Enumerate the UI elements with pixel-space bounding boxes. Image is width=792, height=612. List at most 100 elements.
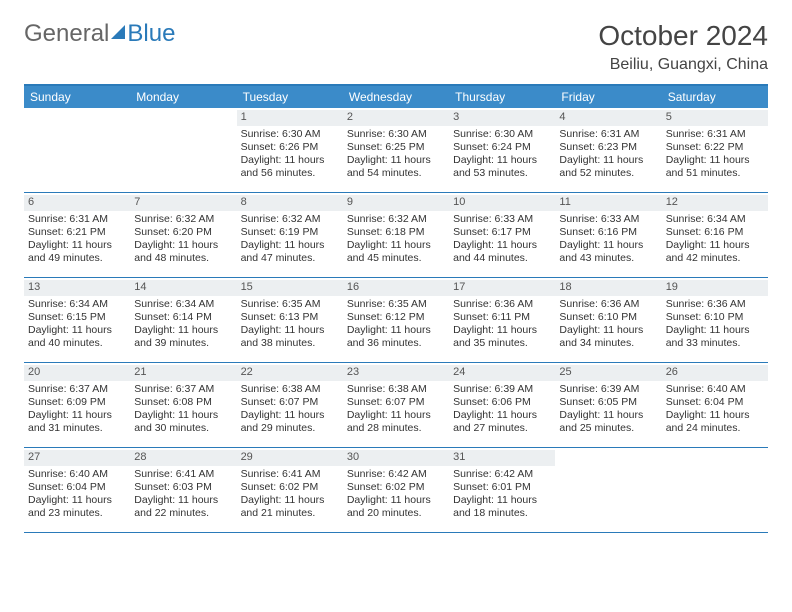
day-details: Sunrise: 6:39 AM Sunset: 6:06 PM Dayligh…	[453, 383, 551, 436]
day-details: Sunrise: 6:31 AM Sunset: 6:22 PM Dayligh…	[666, 128, 764, 181]
day-details: Sunrise: 6:38 AM Sunset: 6:07 PM Dayligh…	[347, 383, 445, 436]
day-number: 28	[130, 450, 236, 466]
weekday-saturday: Saturday	[662, 86, 768, 108]
day-cell: 16 Sunrise: 6:35 AM Sunset: 6:12 PM Dayli…	[343, 278, 449, 362]
day-number: 23	[343, 365, 449, 381]
week-row: 6 Sunrise: 6:31 AM Sunset: 6:21 PM Daylig…	[24, 193, 768, 278]
week-row: 20Sunrise: 6:37 AM Sunset: 6:09 PM Dayli…	[24, 363, 768, 448]
logo-text-blue: Blue	[127, 20, 175, 48]
day-cell: 20Sunrise: 6:37 AM Sunset: 6:09 PM Dayli…	[24, 363, 130, 447]
logo: General Blue	[24, 20, 175, 48]
day-number: 13	[24, 280, 130, 296]
day-details: Sunrise: 6:36 AM Sunset: 6:10 PM Dayligh…	[666, 298, 764, 351]
day-number: 8	[237, 195, 343, 211]
day-number: 18	[555, 280, 661, 296]
day-details: Sunrise: 6:40 AM Sunset: 6:04 PM Dayligh…	[666, 383, 764, 436]
day-details: Sunrise: 6:41 AM Sunset: 6:02 PM Dayligh…	[241, 468, 339, 521]
day-cell: 7 Sunrise: 6:32 AM Sunset: 6:20 PM Daylig…	[130, 193, 236, 277]
day-details: Sunrise: 6:32 AM Sunset: 6:20 PM Dayligh…	[134, 213, 232, 266]
day-number: 1	[237, 110, 343, 126]
day-cell: 2Sunrise: 6:30 AM Sunset: 6:25 PM Daylig…	[343, 108, 449, 192]
header: General Blue October 2024 Beiliu, Guangx…	[24, 20, 768, 74]
weekday-monday: Monday	[130, 86, 236, 108]
day-number: 2	[343, 110, 449, 126]
day-cell: 1Sunrise: 6:30 AM Sunset: 6:26 PM Daylig…	[237, 108, 343, 192]
day-details: Sunrise: 6:35 AM Sunset: 6:13 PM Dayligh…	[241, 298, 339, 351]
day-details: Sunrise: 6:34 AM Sunset: 6:16 PM Dayligh…	[666, 213, 764, 266]
day-number: 26	[662, 365, 768, 381]
day-cell: 24 Sunrise: 6:39 AM Sunset: 6:06 PM Dayli…	[449, 363, 555, 447]
day-details: Sunrise: 6:41 AM Sunset: 6:03 PM Dayligh…	[134, 468, 232, 521]
day-cell: 26 Sunrise: 6:40 AM Sunset: 6:04 PM Dayli…	[662, 363, 768, 447]
day-number: 29	[237, 450, 343, 466]
weekday-wednesday: Wednesday	[343, 86, 449, 108]
day-cell: 21 Sunrise: 6:37 AM Sunset: 6:08 PM Dayli…	[130, 363, 236, 447]
day-number: 25	[555, 365, 661, 381]
day-number: 24	[449, 365, 555, 381]
location: Beiliu, Guangxi, China	[598, 56, 768, 74]
day-details: Sunrise: 6:31 AM Sunset: 6:21 PM Dayligh…	[28, 213, 126, 266]
weekday-row: SundayMondayTuesdayWednesdayThursdayFrid…	[24, 86, 768, 108]
day-cell: 5 Sunrise: 6:31 AM Sunset: 6:22 PM Daylig…	[662, 108, 768, 192]
day-details: Sunrise: 6:37 AM Sunset: 6:09 PM Dayligh…	[28, 383, 126, 436]
day-details: Sunrise: 6:33 AM Sunset: 6:16 PM Dayligh…	[559, 213, 657, 266]
weeks-container: 1Sunrise: 6:30 AM Sunset: 6:26 PM Daylig…	[24, 108, 768, 533]
day-number: 3	[449, 110, 555, 126]
day-details: Sunrise: 6:37 AM Sunset: 6:08 PM Dayligh…	[134, 383, 232, 436]
day-cell: 13 Sunrise: 6:34 AM Sunset: 6:15 PM Dayli…	[24, 278, 130, 362]
calendar: SundayMondayTuesdayWednesdayThursdayFrid…	[24, 84, 768, 533]
day-number: 7	[130, 195, 236, 211]
day-number: 16	[343, 280, 449, 296]
day-details: Sunrise: 6:42 AM Sunset: 6:02 PM Dayligh…	[347, 468, 445, 521]
day-cell: 17Sunrise: 6:36 AM Sunset: 6:11 PM Dayli…	[449, 278, 555, 362]
day-details: Sunrise: 6:39 AM Sunset: 6:05 PM Dayligh…	[559, 383, 657, 436]
day-cell: 23 Sunrise: 6:38 AM Sunset: 6:07 PM Dayli…	[343, 363, 449, 447]
day-cell: 25 Sunrise: 6:39 AM Sunset: 6:05 PM Dayli…	[555, 363, 661, 447]
day-details: Sunrise: 6:38 AM Sunset: 6:07 PM Dayligh…	[241, 383, 339, 436]
day-number: 27	[24, 450, 130, 466]
weekday-friday: Friday	[555, 86, 661, 108]
day-number: 6	[24, 195, 130, 211]
logo-text-general: General	[24, 20, 109, 48]
day-cell: 31Sunrise: 6:42 AM Sunset: 6:01 PM Dayli…	[449, 448, 555, 532]
day-number: 19	[662, 280, 768, 296]
day-cell	[555, 448, 661, 532]
day-details: Sunrise: 6:34 AM Sunset: 6:14 PM Dayligh…	[134, 298, 232, 351]
day-number: 10	[449, 195, 555, 211]
day-number: 14	[130, 280, 236, 296]
day-cell	[662, 448, 768, 532]
day-number: 12	[662, 195, 768, 211]
month-title: October 2024	[598, 20, 768, 52]
day-details: Sunrise: 6:34 AM Sunset: 6:15 PM Dayligh…	[28, 298, 126, 351]
day-cell: 22 Sunrise: 6:38 AM Sunset: 6:07 PM Dayli…	[237, 363, 343, 447]
day-cell: 6 Sunrise: 6:31 AM Sunset: 6:21 PM Daylig…	[24, 193, 130, 277]
day-cell	[24, 108, 130, 192]
day-number: 30	[343, 450, 449, 466]
day-details: Sunrise: 6:36 AM Sunset: 6:10 PM Dayligh…	[559, 298, 657, 351]
day-cell: 10Sunrise: 6:33 AM Sunset: 6:17 PM Dayli…	[449, 193, 555, 277]
day-cell	[130, 108, 236, 192]
day-cell: 9Sunrise: 6:32 AM Sunset: 6:18 PM Daylig…	[343, 193, 449, 277]
day-cell: 15Sunrise: 6:35 AM Sunset: 6:13 PM Dayli…	[237, 278, 343, 362]
day-number: 22	[237, 365, 343, 381]
day-details: Sunrise: 6:32 AM Sunset: 6:18 PM Dayligh…	[347, 213, 445, 266]
day-cell: 11 Sunrise: 6:33 AM Sunset: 6:16 PM Dayli…	[555, 193, 661, 277]
title-block: October 2024 Beiliu, Guangxi, China	[598, 20, 768, 74]
logo-triangle-icon	[111, 25, 125, 39]
day-cell: 27 Sunrise: 6:40 AM Sunset: 6:04 PM Dayli…	[24, 448, 130, 532]
day-number: 11	[555, 195, 661, 211]
day-cell: 8 Sunrise: 6:32 AM Sunset: 6:19 PM Daylig…	[237, 193, 343, 277]
day-cell: 29 Sunrise: 6:41 AM Sunset: 6:02 PM Dayli…	[237, 448, 343, 532]
day-details: Sunrise: 6:42 AM Sunset: 6:01 PM Dayligh…	[453, 468, 551, 521]
weekday-thursday: Thursday	[449, 86, 555, 108]
day-details: Sunrise: 6:40 AM Sunset: 6:04 PM Dayligh…	[28, 468, 126, 521]
day-number: 21	[130, 365, 236, 381]
day-number: 5	[662, 110, 768, 126]
day-details: Sunrise: 6:32 AM Sunset: 6:19 PM Dayligh…	[241, 213, 339, 266]
day-cell: 12 Sunrise: 6:34 AM Sunset: 6:16 PM Dayli…	[662, 193, 768, 277]
day-details: Sunrise: 6:31 AM Sunset: 6:23 PM Dayligh…	[559, 128, 657, 181]
week-row: 1Sunrise: 6:30 AM Sunset: 6:26 PM Daylig…	[24, 108, 768, 193]
day-details: Sunrise: 6:35 AM Sunset: 6:12 PM Dayligh…	[347, 298, 445, 351]
day-details: Sunrise: 6:36 AM Sunset: 6:11 PM Dayligh…	[453, 298, 551, 351]
day-cell: 30 Sunrise: 6:42 AM Sunset: 6:02 PM Dayli…	[343, 448, 449, 532]
